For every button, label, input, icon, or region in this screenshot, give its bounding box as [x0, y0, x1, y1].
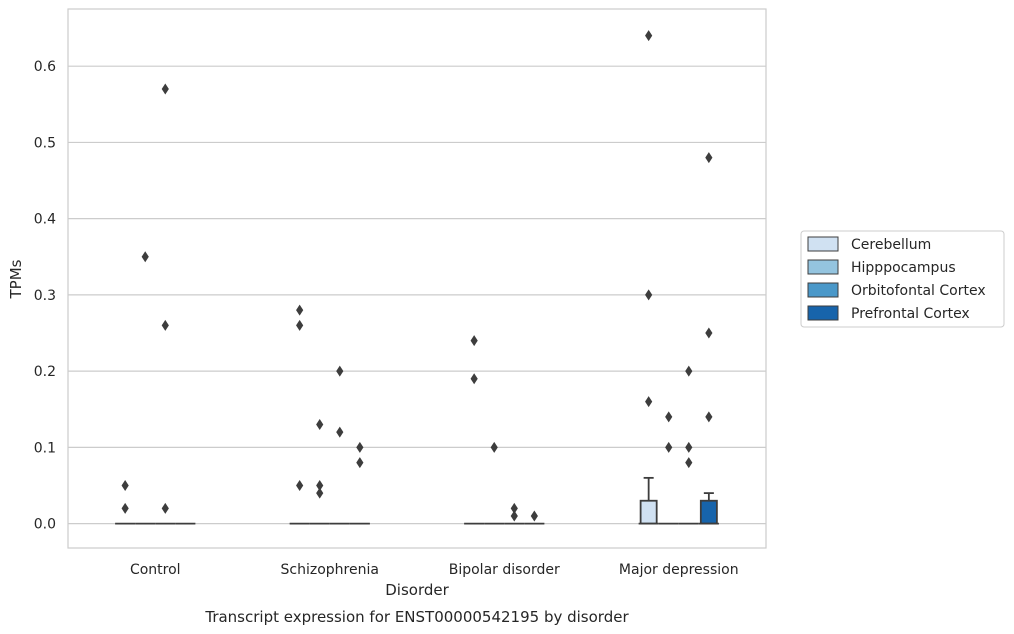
- outlier-point: [510, 510, 518, 522]
- outlier-point: [141, 251, 149, 263]
- legend-frame: [800, 230, 1005, 328]
- y-tick-label: 0.1: [34, 440, 56, 456]
- box-group: [329, 365, 350, 525]
- outlier-point: [121, 479, 129, 491]
- outlier-point: [316, 418, 324, 430]
- outlier-point: [161, 319, 169, 331]
- outlier-point: [316, 487, 324, 499]
- x-tick-label: Schizophrenia: [281, 562, 379, 578]
- outlier-point: [336, 426, 344, 438]
- outlier-point: [645, 396, 653, 408]
- outlier-point: [121, 502, 129, 514]
- box-group: [658, 411, 679, 525]
- legend-label: Hipppocampus: [851, 260, 956, 276]
- outlier-point: [356, 457, 364, 469]
- outlier-point: [665, 411, 673, 423]
- plot-frame: [67, 8, 767, 549]
- outlier-point: [685, 441, 693, 453]
- x-tick-label: Bipolar disorder: [449, 562, 560, 578]
- grid-lines: [68, 65, 766, 525]
- y-tick-label: 0.0: [34, 517, 56, 533]
- outlier-point: [685, 457, 693, 469]
- outlier-point: [665, 441, 673, 453]
- box-group: [155, 83, 176, 525]
- legend-swatch: [807, 259, 839, 275]
- box-group: [484, 441, 505, 525]
- outlier-point: [356, 441, 364, 453]
- outlier-point: [685, 365, 693, 377]
- box-group: [115, 479, 136, 525]
- outlier-point: [510, 502, 518, 514]
- box-plot-area: [115, 30, 719, 525]
- box-group: [504, 502, 525, 525]
- x-tick-label: Control: [130, 562, 181, 578]
- legend-swatch: [807, 236, 839, 252]
- x-tick-label: Major depression: [619, 562, 739, 578]
- box: [639, 499, 658, 525]
- outlier-point: [645, 289, 653, 301]
- outlier-point: [296, 304, 304, 316]
- y-tick-label: 0.4: [34, 212, 56, 228]
- outlier-point: [470, 373, 478, 385]
- legend-label: Prefrontal Cortex: [851, 306, 970, 322]
- y-tick-label: 0.6: [34, 59, 56, 75]
- outlier-point: [336, 365, 344, 377]
- legend-label: Cerebellum: [851, 237, 931, 253]
- y-tick-label: 0.5: [34, 135, 56, 151]
- outlier-point: [161, 502, 169, 514]
- outlier-point: [470, 335, 478, 347]
- outlier-point: [705, 327, 713, 339]
- x-axis-ticks: Control Schizophrenia Bipolar disorder Majo…: [130, 562, 739, 578]
- outlier-point: [161, 83, 169, 95]
- legend-label: Orbitofontal Cortex: [851, 283, 986, 299]
- outlier-point: [705, 152, 713, 164]
- outlier-point: [530, 510, 538, 522]
- outlier-point: [316, 479, 324, 491]
- y-tick-label: 0.3: [34, 288, 56, 304]
- box-group: [464, 335, 485, 525]
- box-group: [638, 30, 659, 525]
- box-group: [678, 365, 699, 525]
- y-axis-ticks: 0.0 0.1 0.2 0.3 0.4 0.5 0.6: [34, 59, 56, 532]
- outlier-point: [490, 441, 498, 453]
- chart-caption: Transcript expression for ENST0000054219…: [204, 608, 629, 626]
- box-group: [135, 251, 156, 525]
- box-group: [289, 304, 310, 525]
- y-tick-label: 0.2: [34, 364, 56, 380]
- outlier-point: [296, 479, 304, 491]
- box-group: [698, 152, 719, 525]
- box-group: [349, 441, 370, 525]
- outlier-point: [296, 319, 304, 331]
- legend: Cerebellum Hipppocampus Orbitofontal Corte…: [800, 230, 1005, 328]
- x-axis-label: Disorder: [385, 581, 449, 599]
- outlier-point: [705, 411, 713, 423]
- y-axis-label: TPMs: [7, 259, 25, 299]
- outlier-point: [645, 30, 653, 42]
- box-group: [524, 510, 545, 525]
- legend-swatch: [807, 305, 839, 321]
- box-group: [309, 418, 330, 525]
- legend-swatch: [807, 282, 839, 298]
- box: [699, 499, 718, 525]
